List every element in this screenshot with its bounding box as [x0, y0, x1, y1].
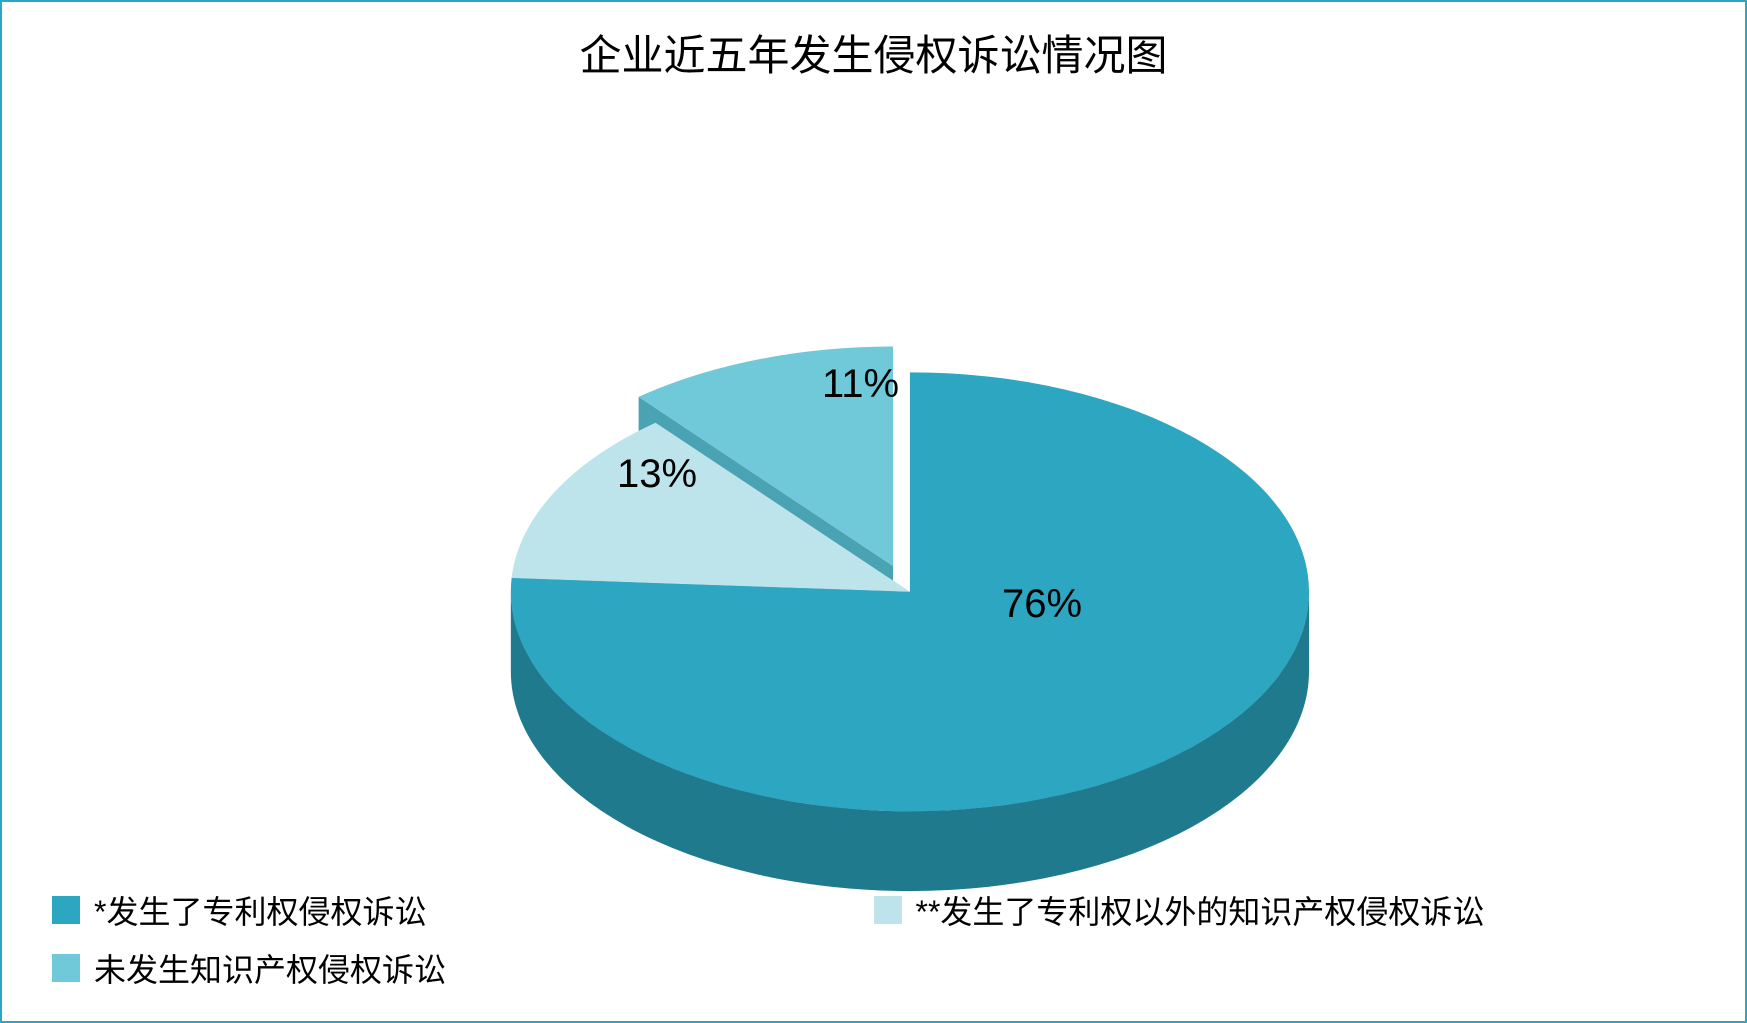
legend-label: **发生了专利权以外的知识产权侵权诉讼 — [916, 887, 1485, 933]
legend-swatch — [52, 954, 80, 982]
legend-swatch — [874, 896, 902, 924]
legend-label: 未发生知识产权侵权诉讼 — [94, 945, 446, 991]
legend: *发生了专利权侵权诉讼 **发生了专利权以外的知识产权侵权诉讼未发生知识产权侵权诉… — [52, 887, 1695, 991]
pie-area: 76%13%11% — [2, 162, 1745, 882]
chart-title: 企业近五年发生侵权诉讼情况图 — [2, 22, 1745, 83]
chart-container: 企业近五年发生侵权诉讼情况图 76%13%11% *发生了专利权侵权诉讼 **发生… — [0, 0, 1747, 1023]
legend-item-slice-other-ip-litigation: **发生了专利权以外的知识产权侵权诉讼 — [874, 887, 1696, 933]
legend-item-slice-patent-litigation: *发生了专利权侵权诉讼 — [52, 887, 874, 933]
legend-item-slice-no-litigation: 未发生知识产权侵权诉讼 — [52, 945, 874, 991]
legend-swatch — [52, 896, 80, 924]
pie-svg — [2, 112, 1745, 932]
legend-label: *发生了专利权侵权诉讼 — [94, 887, 426, 933]
